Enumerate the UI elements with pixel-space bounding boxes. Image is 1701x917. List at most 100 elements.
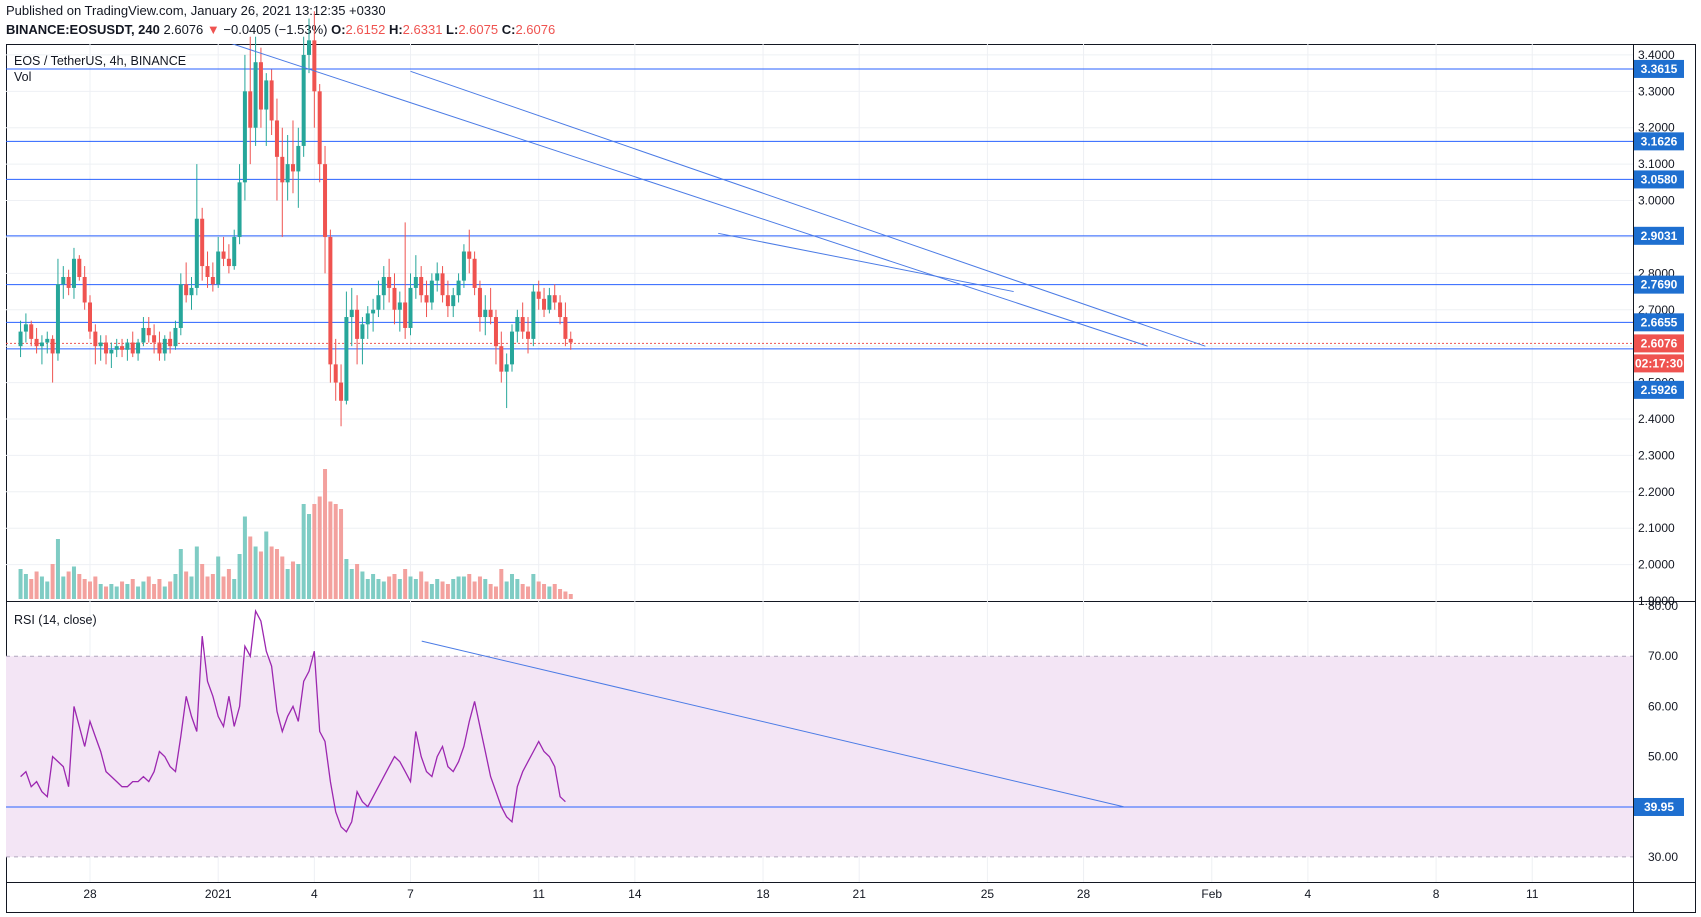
candle[interactable] — [232, 229, 237, 270]
candle[interactable] — [392, 273, 397, 325]
candle[interactable] — [542, 287, 547, 318]
candle[interactable] — [141, 317, 146, 347]
candle[interactable] — [237, 164, 242, 245]
candle[interactable] — [296, 127, 301, 208]
candle[interactable] — [355, 295, 360, 365]
candle[interactable] — [120, 338, 125, 358]
candle[interactable] — [552, 284, 557, 310]
rsi-axis-label[interactable]: 50.00 — [1648, 750, 1678, 764]
candle[interactable] — [376, 280, 381, 318]
candle[interactable] — [440, 266, 445, 303]
candle[interactable] — [66, 269, 71, 296]
candle[interactable] — [216, 236, 221, 288]
rsi-axis-label[interactable]: 70.00 — [1648, 649, 1678, 663]
trend-line[interactable] — [718, 232, 1014, 293]
candle[interactable] — [419, 266, 424, 303]
candle[interactable] — [547, 287, 552, 314]
candle[interactable] — [301, 36, 306, 157]
candle[interactable] — [360, 317, 365, 365]
candle[interactable] — [445, 280, 450, 318]
candles[interactable] — [18, 11, 573, 427]
time-axis[interactable]: 28 2021 4 7 11 14 18 21 25 28 Feb 4 8 11 — [83, 887, 1538, 901]
candle[interactable] — [344, 291, 349, 405]
candle[interactable] — [504, 353, 509, 409]
candle[interactable] — [467, 229, 472, 274]
candle[interactable] — [98, 335, 103, 361]
rsi-pane[interactable] — [6, 608, 1633, 858]
candle[interactable] — [88, 295, 92, 339]
candle[interactable] — [221, 236, 226, 267]
price-axis-label[interactable]: 2.7000 — [1638, 303, 1675, 317]
price-axis-label[interactable]: 3.3000 — [1638, 84, 1675, 98]
candle[interactable] — [509, 324, 514, 372]
candle[interactable] — [93, 324, 98, 365]
candle[interactable] — [152, 324, 157, 354]
candle[interactable] — [248, 36, 253, 165]
time-axis-label[interactable]: 11 — [532, 887, 545, 901]
candle[interactable] — [461, 244, 466, 288]
candle[interactable] — [168, 331, 173, 354]
rsi-axis-label[interactable]: 80.00 — [1648, 599, 1678, 613]
candle[interactable] — [269, 69, 274, 136]
candle[interactable] — [55, 258, 60, 361]
candle[interactable] — [39, 335, 44, 365]
candle[interactable] — [520, 302, 525, 339]
trend-line[interactable] — [12, 0, 1148, 347]
time-axis-label[interactable]: 14 — [628, 887, 642, 901]
candle[interactable] — [408, 273, 413, 336]
candle[interactable] — [499, 331, 504, 383]
candle[interactable] — [50, 335, 55, 383]
candle[interactable] — [61, 266, 66, 299]
trend-lines[interactable] — [12, 0, 1206, 347]
price-axis-label[interactable]: 3.4000 — [1638, 48, 1675, 62]
candle[interactable] — [274, 98, 279, 201]
candle[interactable] — [205, 251, 210, 288]
candle[interactable] — [323, 145, 328, 274]
candle[interactable] — [531, 284, 536, 347]
price-axis-label[interactable]: 2.1000 — [1638, 521, 1675, 535]
candle[interactable] — [18, 320, 23, 358]
time-axis-label[interactable]: 7 — [407, 887, 414, 901]
candle[interactable] — [413, 255, 418, 299]
candle[interactable] — [493, 309, 498, 365]
candle[interactable] — [130, 331, 135, 358]
candle[interactable] — [280, 127, 285, 237]
candle[interactable] — [307, 18, 312, 74]
candle[interactable] — [488, 287, 493, 325]
candle[interactable] — [173, 320, 178, 350]
candle[interactable] — [77, 255, 82, 281]
candle[interactable] — [210, 262, 215, 292]
candle[interactable] — [264, 73, 269, 146]
candle[interactable] — [349, 287, 354, 347]
candle[interactable] — [397, 291, 402, 332]
candle[interactable] — [371, 298, 376, 332]
candle[interactable] — [136, 338, 141, 361]
candle[interactable] — [226, 244, 231, 274]
price-axis-label[interactable]: 2.4000 — [1638, 412, 1675, 426]
candle[interactable] — [23, 313, 28, 343]
time-axis-label[interactable]: 18 — [756, 887, 770, 901]
candle[interactable] — [339, 364, 344, 427]
candle[interactable] — [515, 309, 520, 343]
candle[interactable] — [424, 280, 429, 318]
price-axis-label[interactable]: 2.2000 — [1638, 485, 1675, 499]
price-axis-label[interactable]: 3.2000 — [1638, 121, 1675, 135]
price-axis-label[interactable]: 3.1000 — [1638, 157, 1675, 171]
time-axis-label[interactable]: Feb — [1201, 887, 1222, 901]
candle[interactable] — [157, 331, 162, 361]
candle[interactable] — [403, 222, 408, 339]
candle[interactable] — [253, 36, 258, 146]
candle[interactable] — [146, 317, 151, 343]
candle[interactable] — [435, 262, 440, 292]
candle[interactable] — [563, 302, 568, 347]
candle[interactable] — [456, 273, 461, 303]
price-axis[interactable]: 3.40003.30003.20003.10003.00002.90002.80… — [1638, 48, 1678, 864]
price-axis-label[interactable]: 3.0000 — [1638, 194, 1675, 208]
candle[interactable] — [82, 266, 87, 310]
candle[interactable] — [242, 54, 247, 201]
time-axis-label[interactable]: 11 — [1526, 887, 1539, 901]
candle[interactable] — [34, 327, 39, 354]
time-axis-label[interactable]: 4 — [311, 887, 318, 901]
candle[interactable] — [477, 280, 482, 332]
